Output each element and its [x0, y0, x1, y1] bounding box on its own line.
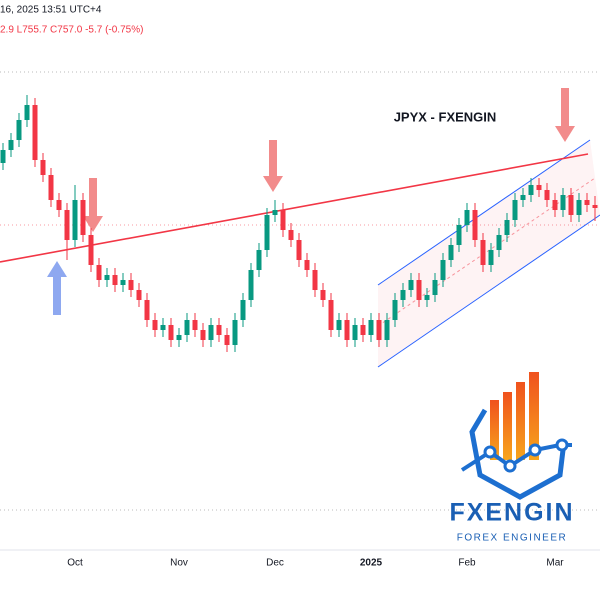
candle-body [248, 270, 254, 300]
candle-body [408, 280, 414, 290]
arrow [47, 261, 67, 315]
candle-body [280, 210, 286, 230]
candle-body [440, 260, 446, 280]
candle-body [360, 325, 366, 335]
candle-body [104, 275, 110, 280]
candle-body [544, 190, 550, 200]
candle-body [432, 280, 438, 295]
candle-body [456, 225, 462, 245]
candle-body [320, 290, 326, 300]
x-tick-label: Nov [170, 558, 188, 569]
candle-body [32, 105, 38, 160]
layout [0, 71, 600, 551]
x-tick-label: 2025 [360, 558, 383, 569]
candle-body [568, 195, 574, 215]
candle-body [552, 200, 558, 210]
x-tick-label: Dec [266, 558, 284, 569]
logo: FXENGIN FOREX ENGINEER [449, 372, 574, 544]
candle-body [176, 335, 182, 340]
candle-body [240, 300, 246, 320]
candle-body [576, 200, 582, 215]
candle-body [120, 280, 126, 285]
logo-name: FXENGIN [449, 499, 574, 527]
candle-body [232, 320, 238, 345]
candle-body [256, 250, 262, 270]
candle-body [344, 320, 350, 340]
candle-body [312, 270, 318, 290]
candle-body [472, 210, 478, 240]
candle-body [368, 320, 374, 335]
candle-body [160, 325, 166, 330]
candle-body [24, 105, 30, 120]
candle-body [384, 320, 390, 340]
candle-body [352, 325, 358, 340]
candle-body [48, 175, 54, 200]
candle-body [336, 320, 342, 330]
x-tick-label: Oct [67, 558, 83, 569]
candle-body [112, 275, 118, 285]
candle-body [488, 250, 494, 265]
candle-body [184, 320, 190, 335]
header-time: 16, 2025 13:51 UTC+4 [0, 5, 102, 16]
candle-body [136, 290, 142, 300]
candle-body [448, 245, 454, 260]
candle-body [328, 300, 334, 330]
channel-lower [377, 214, 600, 368]
candle-body [512, 200, 518, 220]
candle-body [584, 200, 590, 205]
channel-upper [377, 139, 591, 286]
candle-body [304, 260, 310, 270]
logo-tagline: FOREX ENGINEER [457, 533, 567, 544]
candle-body [536, 185, 542, 190]
x-tick-label: Mar [546, 558, 564, 569]
candle-body [0, 150, 6, 163]
candle-body [152, 320, 158, 330]
x-tick-label: Feb [458, 558, 476, 569]
candle-body [224, 335, 230, 345]
candle-body [40, 160, 46, 175]
candles [0, 95, 598, 352]
candle-body [192, 320, 198, 330]
candle-body [424, 295, 430, 300]
candle-body [496, 235, 502, 250]
candle-body [392, 300, 398, 320]
candle-body [200, 330, 206, 340]
candle-body [144, 300, 150, 320]
candle-body [64, 210, 70, 240]
candle-body [216, 325, 222, 335]
candle-body [480, 240, 486, 265]
header-ohlc: 2.9 L755.7 C757.0 -5.7 (-0.75%) [0, 25, 143, 36]
candle-body [72, 200, 78, 240]
candle-body [400, 290, 406, 300]
candle-body [8, 140, 14, 150]
candle-body [592, 205, 598, 208]
candle-body [376, 320, 382, 340]
candle-body [560, 195, 566, 210]
candle-body [80, 200, 86, 235]
candle-body [296, 240, 302, 260]
candle-body [264, 215, 270, 250]
candle-body [528, 185, 534, 195]
arrow [83, 88, 575, 232]
candle-body [168, 325, 174, 340]
candle-body [504, 220, 510, 235]
candle-body [416, 280, 422, 300]
trend-line [0, 153, 589, 263]
candle-body [272, 210, 278, 215]
candle-body [16, 120, 22, 140]
candle-body [96, 265, 102, 280]
chart-title: JPYX - FXENGIN [394, 109, 497, 124]
candle-body [56, 200, 62, 210]
candle-body [88, 235, 94, 265]
candle-body [288, 230, 294, 240]
candle-body [464, 210, 470, 225]
candle-body [208, 325, 214, 340]
channel-mid [377, 177, 596, 327]
candle-body [520, 195, 526, 200]
candle-body [128, 280, 134, 290]
